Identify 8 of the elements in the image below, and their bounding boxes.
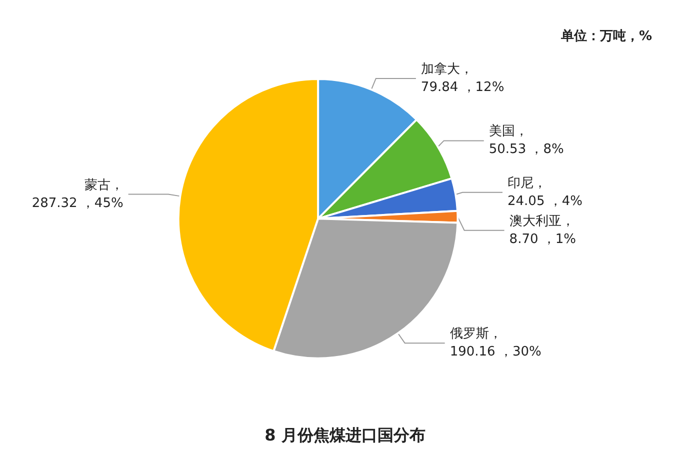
text: 8 月份焦煤进口国分布	[264, 426, 426, 444]
slice-label: 俄罗斯，190.16 ，30%	[450, 326, 542, 360]
slice-label: 蒙古，287.32 ，45%	[32, 178, 124, 211]
slice-label: 澳大利亚，8.70 ，1%	[509, 214, 576, 247]
slice-label: 加拿大，79.84 ，12%	[420, 62, 504, 95]
slice-label: 美国，50.53 ，8%	[488, 123, 564, 158]
slice-label: 印尼，24.05 ，4%	[508, 176, 582, 209]
text: 单位：万吨，%	[560, 28, 652, 44]
